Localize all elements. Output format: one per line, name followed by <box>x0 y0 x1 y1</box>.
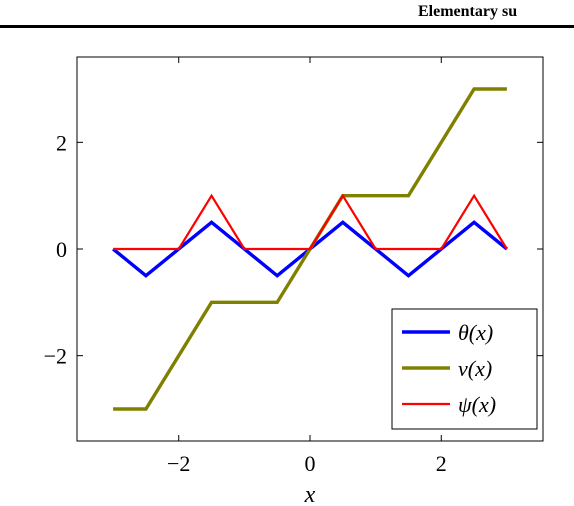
x-tick-label: −2 <box>167 451 190 476</box>
page-header-title: Elementary su <box>418 3 518 20</box>
x-tick-label: 2 <box>436 451 447 476</box>
y-tick-label: 0 <box>56 237 67 262</box>
legend-label-0: θ(x) <box>458 320 493 345</box>
legend-label-2: ψ(x) <box>458 392 496 417</box>
y-tick-label: 2 <box>56 130 67 155</box>
legend-label-1: ν(x) <box>458 356 492 381</box>
page-header: Elementary su <box>0 0 574 28</box>
x-tick-label: 0 <box>305 451 316 476</box>
x-axis-label: x <box>304 482 316 506</box>
y-tick-label: −2 <box>44 344 67 369</box>
series-line-2 <box>113 193 508 251</box>
